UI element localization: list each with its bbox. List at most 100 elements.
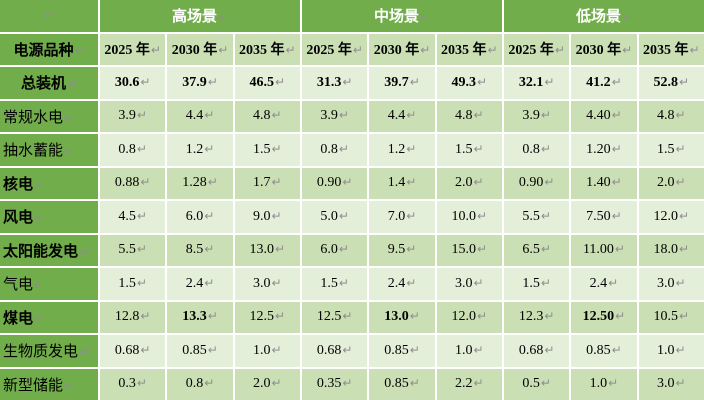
paragraph-mark-icon: ↵	[204, 275, 215, 290]
table-row: 太阳能发电↵ 5.5↵ 8.5↵ 13.0↵ 6.0↵ 9.5↵ 15.0↵ 6.5↵ 11.0…	[0, 234, 704, 266]
value-cell-text: 0.85	[384, 376, 409, 392]
value-cell: 12.50↵	[571, 301, 637, 333]
value-cell-text: 12.3	[518, 309, 544, 325]
paragraph-mark-icon: ↵	[611, 175, 622, 190]
value-cell: 0.8↵	[100, 134, 166, 166]
paragraph-mark-icon: ↵	[473, 175, 484, 190]
value-cell-text: 0.68	[114, 342, 140, 358]
value-cell: 9.5↵	[369, 234, 435, 266]
paragraph-mark-icon: ↵	[271, 108, 282, 123]
year-header-s1-1-text: 2025 年	[104, 43, 150, 59]
value-cell-text: 8.5	[185, 242, 204, 258]
value-cell-text: 18.0	[653, 242, 679, 258]
value-cell: 10.0↵	[436, 201, 502, 233]
value-cell: 12.5↵	[234, 301, 300, 333]
value-cell-text: 2.0	[253, 376, 271, 392]
value-cell-text: 2.4	[589, 275, 608, 291]
value-cell-text: 2.4	[387, 275, 406, 291]
paragraph-mark-icon: ↵	[79, 244, 90, 259]
value-cell-text: 1.40	[586, 175, 611, 191]
value-cell-text: 12.0	[451, 309, 477, 325]
paragraph-mark-icon: ↵	[342, 74, 353, 89]
value-cell: 2.0↵	[436, 167, 502, 199]
row-label-text: 总装机	[20, 76, 66, 93]
value-cell-text: 4.8	[455, 108, 473, 124]
value-cell-text: 11.00	[582, 242, 614, 258]
value-cell-text: 4.4	[387, 108, 406, 124]
value-cell: 0.68↵	[100, 335, 166, 367]
paragraph-mark-icon: ↵	[419, 10, 431, 25]
year-header-s1-2: 2030 年↵	[167, 33, 233, 65]
row-label-text: 生物质发电	[3, 344, 79, 361]
value-cell: 30.6↵	[100, 67, 166, 99]
value-cell-text: 5.5	[118, 242, 136, 258]
value-cell: 8.5↵	[167, 234, 233, 266]
value-cell-text: 0.88	[114, 175, 140, 191]
year-header-s1-3-text: 2035 年	[239, 43, 285, 59]
paragraph-mark-icon: ↵	[342, 175, 353, 190]
value-cell: 1.0↵	[234, 335, 300, 367]
value-cell: 13.0↵	[234, 234, 300, 266]
value-cell: 12.0↵	[436, 301, 502, 333]
value-cell: 1.2↵	[369, 134, 435, 166]
value-cell-text: 9.0	[253, 208, 271, 224]
paragraph-mark-icon: ↵	[554, 43, 565, 58]
value-cell: 4.8↵	[234, 100, 300, 132]
corner-cell: ↵	[0, 0, 98, 32]
value-cell-text: 1.2	[185, 141, 204, 157]
value-cell-text: 1.5	[253, 141, 271, 157]
row-header-title-text: 电源品种	[13, 42, 74, 59]
value-cell: 0.8↵	[167, 368, 233, 400]
value-cell-text: 10.0	[451, 208, 477, 224]
value-cell-text: 3.0	[657, 376, 675, 392]
table-row: 总装机↵ 30.6↵ 37.9↵ 46.5↵ 31.3↵ 39.7↵ 49.3↵ 32.1↵ 4…	[0, 67, 704, 99]
paragraph-mark-icon: ↵	[477, 74, 488, 89]
value-cell-text: 0.68	[518, 342, 544, 358]
paragraph-mark-icon: ↵	[136, 108, 147, 123]
year-header-s3-3: 2035 年↵	[638, 33, 704, 65]
value-cell-text: 41.2	[586, 74, 611, 90]
value-cell: 1.28↵	[167, 167, 233, 199]
value-cell: 4.8↵	[436, 100, 502, 132]
paragraph-mark-icon: ↵	[621, 10, 633, 25]
value-cell-text: 15.0	[451, 242, 477, 258]
value-cell-text: 4.5	[118, 208, 136, 224]
value-cell: 6.5↵	[503, 234, 570, 266]
value-cell: 0.68↵	[301, 335, 368, 367]
value-cell: 0.8↵	[503, 134, 570, 166]
paragraph-mark-icon: ↵	[352, 43, 363, 58]
year-header-s2-2: 2030 年↵	[369, 33, 435, 65]
scenario-header-3-text: 低场景	[575, 9, 621, 26]
year-header-s2-3: 2035 年↵	[436, 33, 502, 65]
paragraph-mark-icon: ↵	[64, 144, 75, 159]
paragraph-mark-icon: ↵	[614, 242, 625, 257]
value-cell-text: 3.0	[657, 275, 675, 291]
paragraph-mark-icon: ↵	[271, 175, 282, 190]
year-header-s2-2-text: 2030 年	[373, 43, 420, 59]
paragraph-mark-icon: ↵	[406, 141, 417, 156]
value-cell-text: 2.2	[455, 376, 473, 392]
table-row: 煤电↵ 12.8↵ 13.3↵ 12.5↵ 12.5↵ 13.0↵ 12.0↵ 12.3↵ 12…	[0, 301, 704, 333]
paragraph-mark-icon: ↵	[140, 309, 151, 324]
value-cell: 1.0↵	[571, 368, 637, 400]
value-cell-text: 1.7	[253, 175, 271, 191]
paragraph-mark-icon: ↵	[275, 309, 286, 324]
value-cell: 1.0↵	[436, 335, 502, 367]
value-cell-text: 5.0	[320, 208, 338, 224]
value-cell-text: 0.90	[518, 175, 544, 191]
value-cell-text: 6.5	[522, 242, 540, 258]
year-header-s1-3: 2035 年↵	[234, 33, 300, 65]
paragraph-mark-icon: ↵	[544, 175, 555, 190]
paragraph-mark-icon: ↵	[338, 141, 349, 156]
paragraph-mark-icon: ↵	[275, 74, 286, 89]
value-cell-text: 12.8	[114, 309, 140, 325]
row-label: 常规水电↵	[0, 100, 98, 132]
paragraph-mark-icon: ↵	[409, 309, 420, 324]
paragraph-mark-icon: ↵	[338, 208, 349, 223]
paragraph-mark-icon: ↵	[271, 275, 282, 290]
row-label-text: 太阳能发电	[3, 243, 79, 260]
table-row: 风电↵ 4.5↵ 6.0↵ 9.0↵ 5.0↵ 7.0↵ 10.0↵ 5.5↵ 7.50↵ 12.…	[0, 201, 704, 233]
value-cell: 1.40↵	[571, 167, 637, 199]
paragraph-mark-icon: ↵	[217, 10, 229, 25]
